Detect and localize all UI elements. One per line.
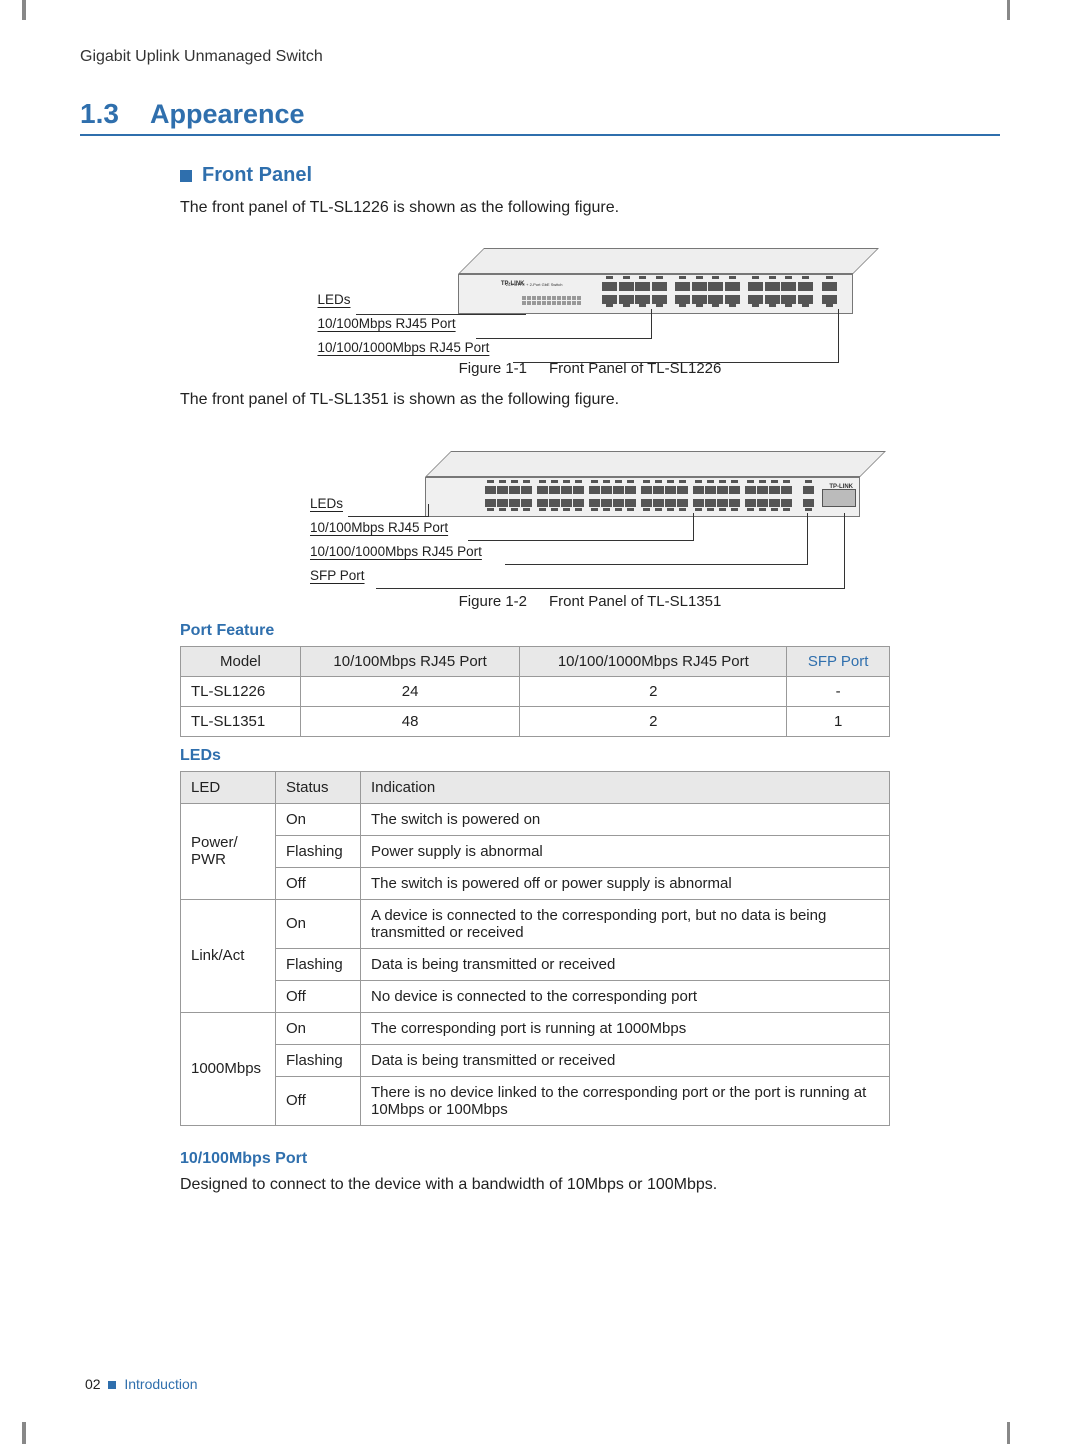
table-row: TL-SL1226242- (181, 676, 890, 706)
table-row: Link/ActOnA device is connected to the c… (181, 899, 890, 948)
device-desc: 24-Port FE + 2-Port GbE Switch (506, 282, 563, 287)
leds-table: LED Status Indication Power/ PWROnThe sw… (180, 771, 890, 1126)
led-col-led: LED (181, 771, 276, 803)
fig1-port1000-label: 10/100/1000Mbps RJ45 Port (318, 336, 490, 360)
table-row: TL-SL13514821 (181, 706, 890, 736)
pf-col-1000: 10/100/1000Mbps RJ45 Port (520, 646, 787, 676)
led-col-status: Status (276, 771, 361, 803)
footer-bullet-icon (108, 1381, 116, 1389)
front-panel-title: Front Panel (202, 164, 312, 187)
pf-col-model: Model (181, 646, 301, 676)
fig2-leds-label: LEDs (310, 492, 343, 516)
table-row: OffThere is no device linked to the corr… (181, 1076, 890, 1125)
led-grid (522, 296, 581, 305)
table-row: 1000MbpsOnThe corresponding port is runn… (181, 1012, 890, 1044)
port-feature-heading: Port Feature (180, 622, 1000, 640)
front-panel-para-1: The front panel of TL-SL1226 is shown as… (180, 197, 1000, 219)
page-footer: 02 Introduction (85, 1376, 198, 1392)
subheading-front-panel: Front Panel (180, 164, 1000, 187)
section-heading: 1.3 Appearence (80, 98, 1000, 136)
fig1-port100-label: 10/100Mbps RJ45 Port (318, 312, 456, 336)
section-number: 1.3 (80, 98, 150, 130)
pf-col-sfp: SFP Port (787, 646, 890, 676)
fig1-leds-label: LEDs (318, 288, 351, 312)
section-title: Appearence (150, 99, 305, 130)
led-col-indication: Indication (361, 771, 890, 803)
doc-header: Gigabit Uplink Unmanaged Switch (80, 48, 1000, 70)
port10-100-heading: 10/100Mbps Port (180, 1150, 1000, 1168)
figure-1-2: TP-LINK LEDs 10/100Mbps RJ45 Port 10/100… (310, 422, 870, 587)
table-row: FlashingData is being transmitted or rec… (181, 1044, 890, 1076)
figure-1-2-caption: Figure 1-2Front Panel of TL-SL1351 (180, 593, 1000, 610)
table-row: OffThe switch is powered off or power su… (181, 867, 890, 899)
pf-col-100: 10/100Mbps RJ45 Port (300, 646, 520, 676)
bullet-icon (180, 170, 192, 182)
footer-section: Introduction (124, 1376, 197, 1392)
port10-100-text: Designed to connect to the device with a… (180, 1174, 1000, 1196)
table-row: FlashingData is being transmitted or rec… (181, 948, 890, 980)
fig2-sfp-label: SFP Port (310, 564, 365, 588)
fig2-port1000-label: 10/100/1000Mbps RJ45 Port (310, 540, 482, 564)
leds-heading: LEDs (180, 747, 1000, 765)
table-row: FlashingPower supply is abnormal (181, 835, 890, 867)
port-feature-table: Model 10/100Mbps RJ45 Port 10/100/1000Mb… (180, 646, 890, 737)
table-row: OffNo device is connected to the corresp… (181, 980, 890, 1012)
figure-1-1: TP-LINK 24-Port FE + 2-Port GbE Switch L… (318, 229, 863, 354)
table-row: Power/ PWROnThe switch is powered on (181, 803, 890, 835)
footer-page: 02 (85, 1376, 101, 1392)
fig2-port100-label: 10/100Mbps RJ45 Port (310, 516, 448, 540)
front-panel-para-2: The front panel of TL-SL1351 is shown as… (180, 389, 1000, 411)
